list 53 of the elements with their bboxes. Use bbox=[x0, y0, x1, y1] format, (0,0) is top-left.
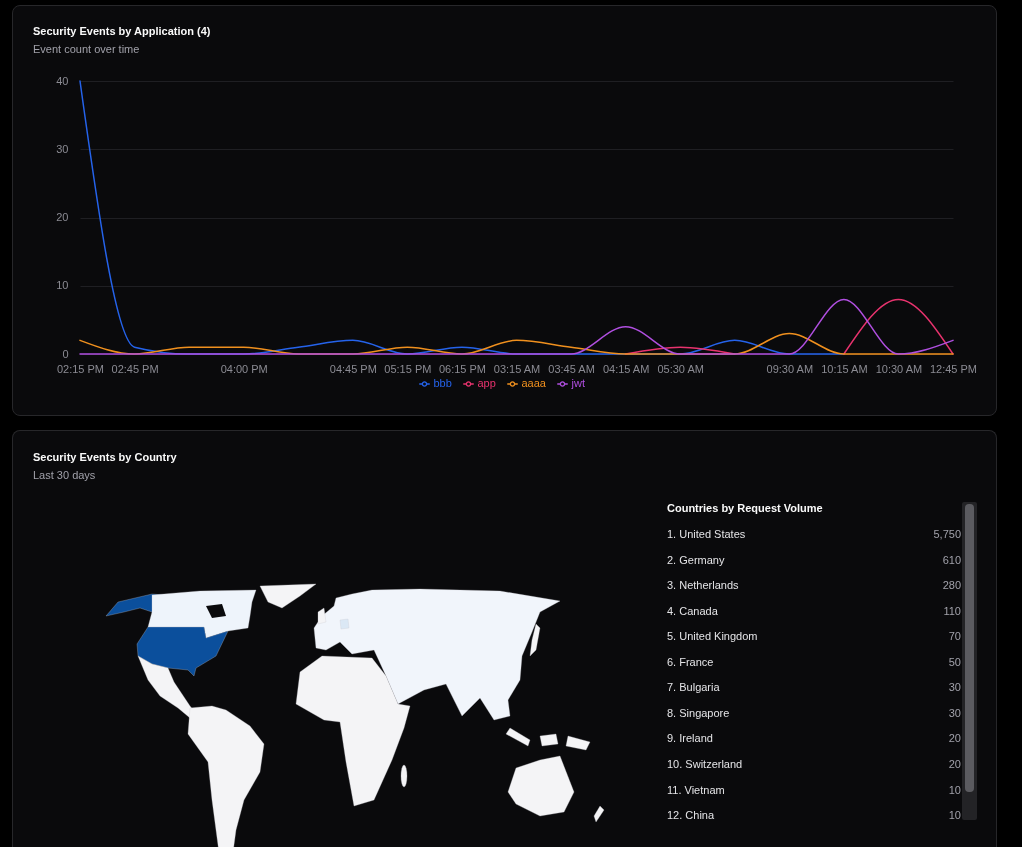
legend-label: app bbox=[477, 377, 496, 389]
legend-label: aaaa bbox=[521, 377, 547, 389]
text: 70 bbox=[948, 630, 961, 643]
x-tick-label: 09:30 AM bbox=[766, 362, 814, 375]
text: 5,750 bbox=[933, 528, 961, 540]
x-tick-label: 10:30 AM bbox=[875, 362, 923, 375]
x-tick-label: 05:30 AM bbox=[657, 362, 704, 375]
x-tick-label: 02:15 PM bbox=[56, 362, 105, 375]
text: 10 bbox=[948, 809, 961, 822]
legend-title: Countries by Request Volume bbox=[667, 502, 823, 514]
chart-title: Security Events by Application (4) bbox=[33, 25, 211, 37]
text: 20 bbox=[948, 757, 961, 770]
text: 20 bbox=[948, 732, 961, 745]
y-tick-label: 20 bbox=[56, 211, 69, 223]
y-tick-label: 10 bbox=[56, 279, 69, 292]
category-label: 10. Switzerland bbox=[667, 757, 743, 770]
text: 10 bbox=[948, 783, 961, 796]
text: 30 bbox=[948, 681, 961, 694]
text: 610 bbox=[942, 553, 961, 566]
y-tick-label: 30 bbox=[56, 142, 69, 155]
x-tick-label: 04:45 PM bbox=[329, 362, 377, 375]
category-label: 12. China bbox=[667, 809, 715, 822]
x-tick-label: 05:15 PM bbox=[384, 362, 432, 375]
x-tick-label: 10:15 AM bbox=[821, 362, 868, 375]
text: 110 bbox=[943, 604, 961, 617]
x-tick-label: 04:15 AM bbox=[602, 362, 650, 375]
y-tick-label: 40 bbox=[56, 74, 69, 87]
category-label: 2. Germany bbox=[667, 553, 725, 566]
text: 50 bbox=[948, 655, 961, 668]
category-label: 11. Vietnam bbox=[667, 783, 725, 796]
category-label: 6. France bbox=[667, 655, 714, 668]
x-tick-label: 03:45 AM bbox=[548, 362, 595, 375]
x-tick-label: 12:45 PM bbox=[929, 362, 978, 375]
category-label: 4. Canada bbox=[667, 604, 719, 617]
chart-subtitle: Event count over time bbox=[33, 43, 140, 55]
x-tick-label: 03:15 AM bbox=[493, 362, 541, 375]
x-tick-label: 04:00 PM bbox=[220, 362, 268, 375]
text: Security Events by Country bbox=[33, 451, 178, 463]
x-tick-label: 06:15 PM bbox=[438, 362, 486, 375]
category-label: 3. Netherlands bbox=[667, 579, 740, 592]
category-label: 1. United States bbox=[667, 528, 746, 540]
y-tick-label: 0 bbox=[62, 347, 69, 360]
legend-label: jwt bbox=[570, 377, 585, 389]
legend-label: bbb bbox=[433, 377, 452, 389]
text: Last 30 days bbox=[33, 469, 96, 481]
category-label: 8. Singapore bbox=[667, 706, 730, 719]
text: 280 bbox=[942, 579, 961, 592]
text: 30 bbox=[948, 706, 961, 719]
x-tick-label: 02:45 PM bbox=[111, 362, 159, 375]
line-series bbox=[79, 298, 954, 355]
category-label: 9. Ireland bbox=[667, 732, 713, 745]
category-label: 5. United Kingdom bbox=[667, 630, 758, 643]
category-label: 7. Bulgaria bbox=[667, 681, 721, 694]
